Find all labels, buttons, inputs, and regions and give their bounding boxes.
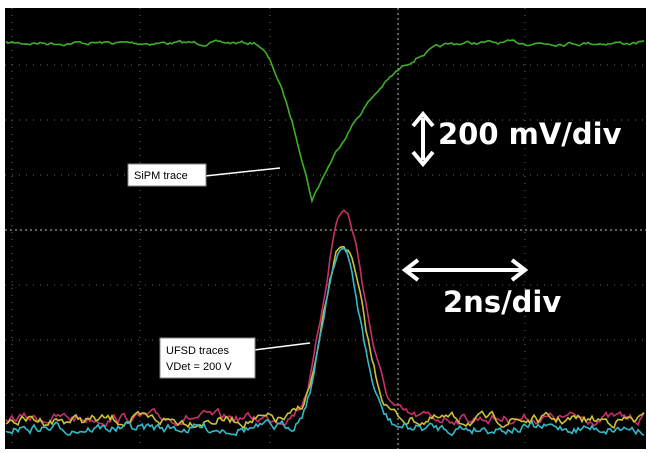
ufsd-label-line1: UFSD traces (166, 345, 229, 357)
vertical-scale-label: 200 mV/div (438, 117, 622, 151)
horizontal-scale-label: 2ns/div (443, 285, 561, 319)
ufsd-label-line2: VDet = 200 V (166, 361, 232, 373)
oscilloscope-screenshot: 200 mV/div 2ns/div SiPM trace UFSD trace… (0, 0, 650, 453)
scope-screen (5, 8, 646, 449)
sipm-label: SiPM trace (134, 170, 188, 182)
